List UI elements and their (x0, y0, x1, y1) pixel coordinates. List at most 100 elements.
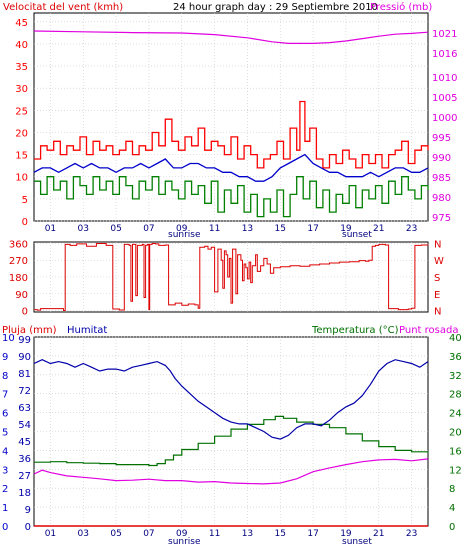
compass-tick-label: N (434, 307, 441, 318)
temperature-tick-label: 4 (449, 503, 455, 514)
panel-wind-frame (33, 12, 429, 222)
rain-tick-label: 4 (2, 446, 8, 457)
temperature-tick-label: 28 (449, 390, 462, 401)
humidity-axis-title: Humitat (67, 325, 107, 336)
pressure-tick-label: 980 (432, 193, 451, 204)
rain-tick-label: 9 (2, 352, 8, 363)
x-tick-label: 01 (45, 529, 56, 539)
humidity-tick-label: 0 (25, 522, 31, 533)
pressure-tick-label: 1016 (432, 49, 457, 60)
series-line-low (34, 176, 429, 218)
pressure-tick-label: 995 (432, 133, 451, 144)
direction-tick-label: 0 (22, 307, 28, 318)
wind-tick-label: 40 (15, 40, 28, 51)
x-tick-label: 05 (110, 529, 121, 539)
wind-tick-label: 30 (15, 84, 28, 95)
humidity-tick-label: 54 (18, 420, 31, 431)
temperature-tick-label: 40 (449, 333, 462, 344)
x-tick-label: 03 (78, 529, 89, 539)
x-tick-label: 11 (209, 529, 220, 539)
pressure-tick-label: 1000 (432, 113, 457, 124)
humidity-tick-label: 36 (18, 454, 31, 465)
direction-tick-label: 360 (9, 239, 28, 250)
series-line-gust (34, 100, 429, 169)
wind-tick-label: 20 (15, 128, 28, 139)
series-line-pressure (33, 30, 429, 44)
x-tick-label: 17 (307, 224, 318, 234)
humidity-tick-label: 9 (25, 505, 31, 516)
x-tick-label: 15 (275, 529, 286, 539)
humidity-tick-label: 18 (18, 488, 31, 499)
wind-axis-title: Velocitat del vent (kmh) (3, 2, 123, 13)
sunset-label-top: sunset (342, 230, 372, 240)
wind-tick-label: 35 (15, 62, 28, 73)
wind-tick-label: 25 (15, 106, 28, 117)
series-line-avg (33, 153, 429, 182)
rain-tick-label: 10 (2, 333, 15, 344)
x-tick-label: 19 (340, 224, 352, 234)
rain-tick-label: 3 (2, 465, 8, 476)
series-line-temperature (34, 415, 429, 467)
x-tick-label: 21 (373, 224, 384, 234)
compass-tick-label: E (434, 290, 440, 301)
x-tick-label: 13 (242, 529, 253, 539)
pressure-tick-label: 985 (432, 173, 451, 184)
x-tick-label: 17 (307, 529, 318, 539)
series-line-dewpoint (33, 458, 429, 485)
pressure-tick-label: 1005 (432, 93, 457, 104)
wind-tick-label: 45 (15, 18, 28, 29)
series-line-humidity (33, 359, 429, 440)
x-tick-label: 11 (209, 224, 220, 234)
humidity-tick-label: 63 (18, 403, 31, 414)
x-tick-label: 21 (373, 529, 384, 539)
direction-tick-label: 90 (15, 290, 28, 301)
chart-title: 24 hour graph day : 29 Septiembre 2010 (173, 2, 378, 13)
temperature-tick-label: 8 (449, 484, 455, 495)
temperature-tick-label: 36 (449, 352, 462, 363)
pressure-axis-title: Pressió (mb) (370, 1, 432, 13)
rain-axis-title: Pluja (mm) (2, 325, 57, 336)
x-tick-label: 03 (78, 224, 89, 234)
compass-tick-label: S (434, 273, 440, 284)
x-tick-label: 15 (275, 224, 286, 234)
pressure-tick-label: 1021 (432, 29, 457, 40)
temperature-tick-label: 20 (449, 428, 462, 439)
rain-tick-label: 1 (2, 503, 8, 514)
x-tick-label: 07 (143, 224, 154, 234)
series-line-direction (34, 243, 429, 311)
temperature-tick-label: 24 (449, 409, 462, 420)
temperature-tick-label: 0 (449, 522, 455, 533)
rain-tick-label: 0 (2, 522, 8, 533)
pressure-tick-label: 975 (432, 213, 451, 224)
sunrise-label-bottom: sunrise (168, 537, 201, 547)
pressure-tick-label: 990 (432, 153, 451, 164)
pressure-tick-label: 1010 (432, 73, 457, 84)
x-tick-label: 19 (340, 529, 352, 539)
x-tick-label: 23 (406, 224, 417, 234)
humidity-tick-label: 99 (18, 335, 31, 346)
humidity-tick-label: 45 (18, 437, 31, 448)
temperature-tick-label: 12 (449, 465, 462, 476)
compass-tick-label: W (434, 256, 444, 267)
x-tick-label: 09 (176, 224, 188, 234)
temperature-axis-title: Temperatura (°C) (311, 325, 399, 336)
humidity-tick-label: 81 (18, 369, 31, 380)
wind-tick-label: 0 (22, 217, 28, 228)
wind-tick-label: 5 (22, 195, 28, 206)
x-tick-label: 23 (406, 529, 417, 539)
sunset-label-bottom: sunset (342, 537, 372, 547)
x-tick-label: 13 (242, 224, 253, 234)
humidity-tick-label: 27 (18, 471, 31, 482)
x-tick-label: 01 (45, 224, 56, 234)
direction-tick-label: 270 (9, 256, 28, 267)
rain-tick-label: 7 (2, 390, 8, 401)
sunrise-label-top: sunrise (168, 230, 201, 240)
direction-tick-label: 180 (9, 273, 28, 284)
wind-tick-label: 10 (15, 173, 28, 184)
x-tick-label: 05 (110, 224, 121, 234)
humidity-tick-label: 72 (18, 386, 31, 397)
dewpoint-axis-title: Punt rosada (399, 325, 458, 336)
x-tick-label: 09 (176, 529, 188, 539)
humidity-tick-label: 90 (18, 352, 31, 363)
